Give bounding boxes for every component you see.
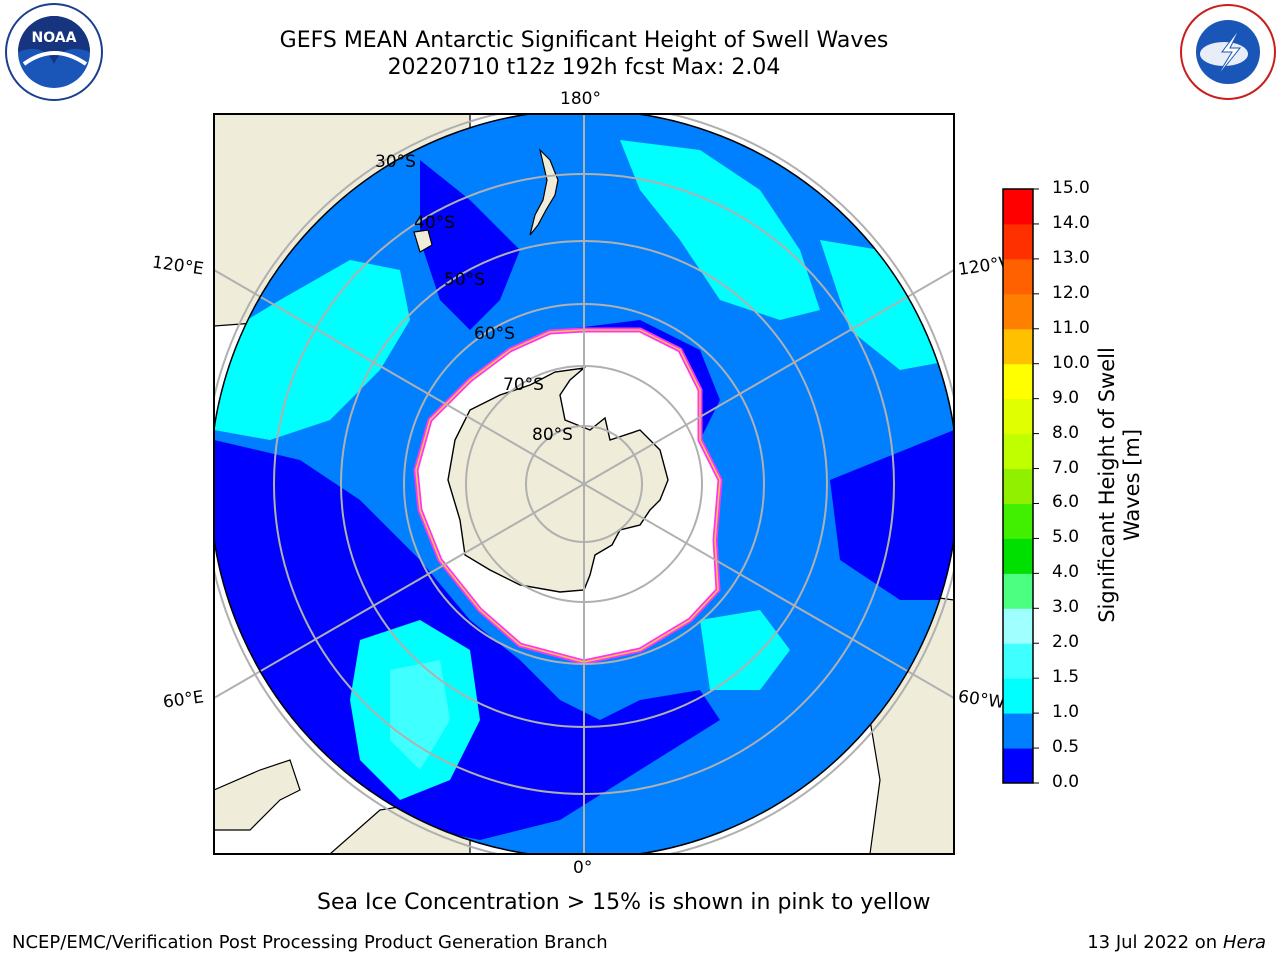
colorbar-segment: [1003, 573, 1033, 609]
lon-label-0: 0°: [573, 858, 593, 878]
colorbar-segment: [1003, 503, 1033, 539]
colorbar-segment: [1003, 748, 1033, 784]
colorbar-segment: [1003, 223, 1033, 260]
colorbar-segment: [1003, 293, 1033, 330]
lat-label-30s: 30°S: [375, 152, 416, 172]
lon-label-180: 180°: [560, 89, 601, 109]
swell-low-1: [214, 440, 720, 840]
colorbar-tick-label: 2.0: [1052, 632, 1080, 653]
land-tasmania: [413, 229, 433, 253]
colorbar-segment: [1003, 258, 1033, 295]
colorbar-tick-label: 3.0: [1052, 597, 1080, 618]
colorbar-segment: [1003, 189, 1033, 225]
colorbar-tick-label: 12.0: [1052, 282, 1090, 303]
swell-high-1: [390, 660, 450, 770]
colorbar-tick-label: 7.0: [1052, 457, 1080, 478]
footer-date: 13 Jul 2022 on: [1087, 932, 1223, 953]
footer-left: NCEP/EMC/Verification Post Processing Pr…: [12, 932, 608, 953]
colorbar-segment: [1003, 713, 1033, 749]
colorbar-label: Significant Height of Swell Waves [m]: [1095, 347, 1145, 623]
colorbar-tick-label: 13.0: [1052, 247, 1090, 268]
colorbar-tick-label: 1.0: [1052, 702, 1080, 723]
colorbar-tick-label: 14.0: [1052, 212, 1090, 233]
colorbar-segment: [1003, 328, 1033, 365]
noaa-logo: NOAA: [5, 3, 103, 101]
colorbar-segment: [1003, 468, 1033, 504]
lat-label-70s: 70°S: [503, 375, 544, 395]
colorbar-tick-label: 5.0: [1052, 527, 1080, 548]
colorbar-label-line2: Waves [m]: [1120, 428, 1144, 542]
chart-title: GEFS MEAN Antarctic Significant Height o…: [279, 28, 889, 53]
lat-label-60s: 60°S: [474, 324, 515, 344]
swell-mid-1: [214, 260, 410, 440]
colorbar-label-line1: Significant Height of Swell: [1095, 347, 1119, 623]
colorbar-tick-label: 15.0: [1052, 178, 1090, 198]
swell-mid-3: [820, 240, 954, 370]
land-antarctica: [447, 366, 669, 593]
colorbar-segment: [1003, 678, 1033, 714]
colorbar-segment: [1003, 538, 1033, 574]
colorbar-segment: [1003, 608, 1033, 644]
colorbar-tick-label: 1.5: [1052, 667, 1080, 688]
colorbar: [1002, 188, 1039, 784]
sea-ice-caption: Sea Ice Concentration > 15% is shown in …: [317, 890, 931, 915]
footer-machine: Hera: [1222, 932, 1266, 953]
colorbar-tick-label: 4.0: [1052, 562, 1080, 583]
land-new-zealand: [529, 148, 559, 236]
lat-label-80s: 80°S: [532, 425, 573, 445]
map-frame: [213, 113, 955, 855]
lat-label-50s: 50°S: [444, 270, 485, 290]
swell-mid-5: [700, 610, 790, 690]
lat-label-40s: 40°S: [414, 213, 455, 233]
colorbar-tick-label: 0.5: [1052, 737, 1080, 758]
colorbar-ticks: 0.0 0.5 1.0 1.5 2.0 3.0 4.0 5.0 6.0 7.0 8.0 9.0 10.0…: [1046, 0, 1106, 960]
chart-subtitle: 20220710 t12z 192h fcst Max: 2.04: [387, 55, 781, 80]
swell-low-3: [420, 160, 520, 330]
colorbar-tick-label: 6.0: [1052, 492, 1080, 513]
colorbar-tick-label: 0.0: [1052, 772, 1080, 792]
nws-logo: [1180, 4, 1276, 100]
colorbar-segment: [1003, 433, 1033, 470]
colorbar-tick-label: 10.0: [1052, 352, 1090, 373]
colorbar-segment: [1003, 643, 1033, 679]
colorbar-tick-label: 11.0: [1052, 317, 1090, 338]
noaa-logo-text: NOAA: [32, 30, 77, 46]
swell-mid-2: [620, 140, 820, 320]
colorbar-tick-label: 9.0: [1052, 387, 1080, 408]
graticule: [214, 114, 954, 854]
colorbar-border: [1002, 188, 1034, 784]
colorbar-segment: [1003, 363, 1033, 400]
footer-right: 13 Jul 2022 on Hera: [1087, 932, 1266, 953]
colorbar-tick-label: 8.0: [1052, 422, 1080, 443]
colorbar-segment: [1003, 398, 1033, 435]
